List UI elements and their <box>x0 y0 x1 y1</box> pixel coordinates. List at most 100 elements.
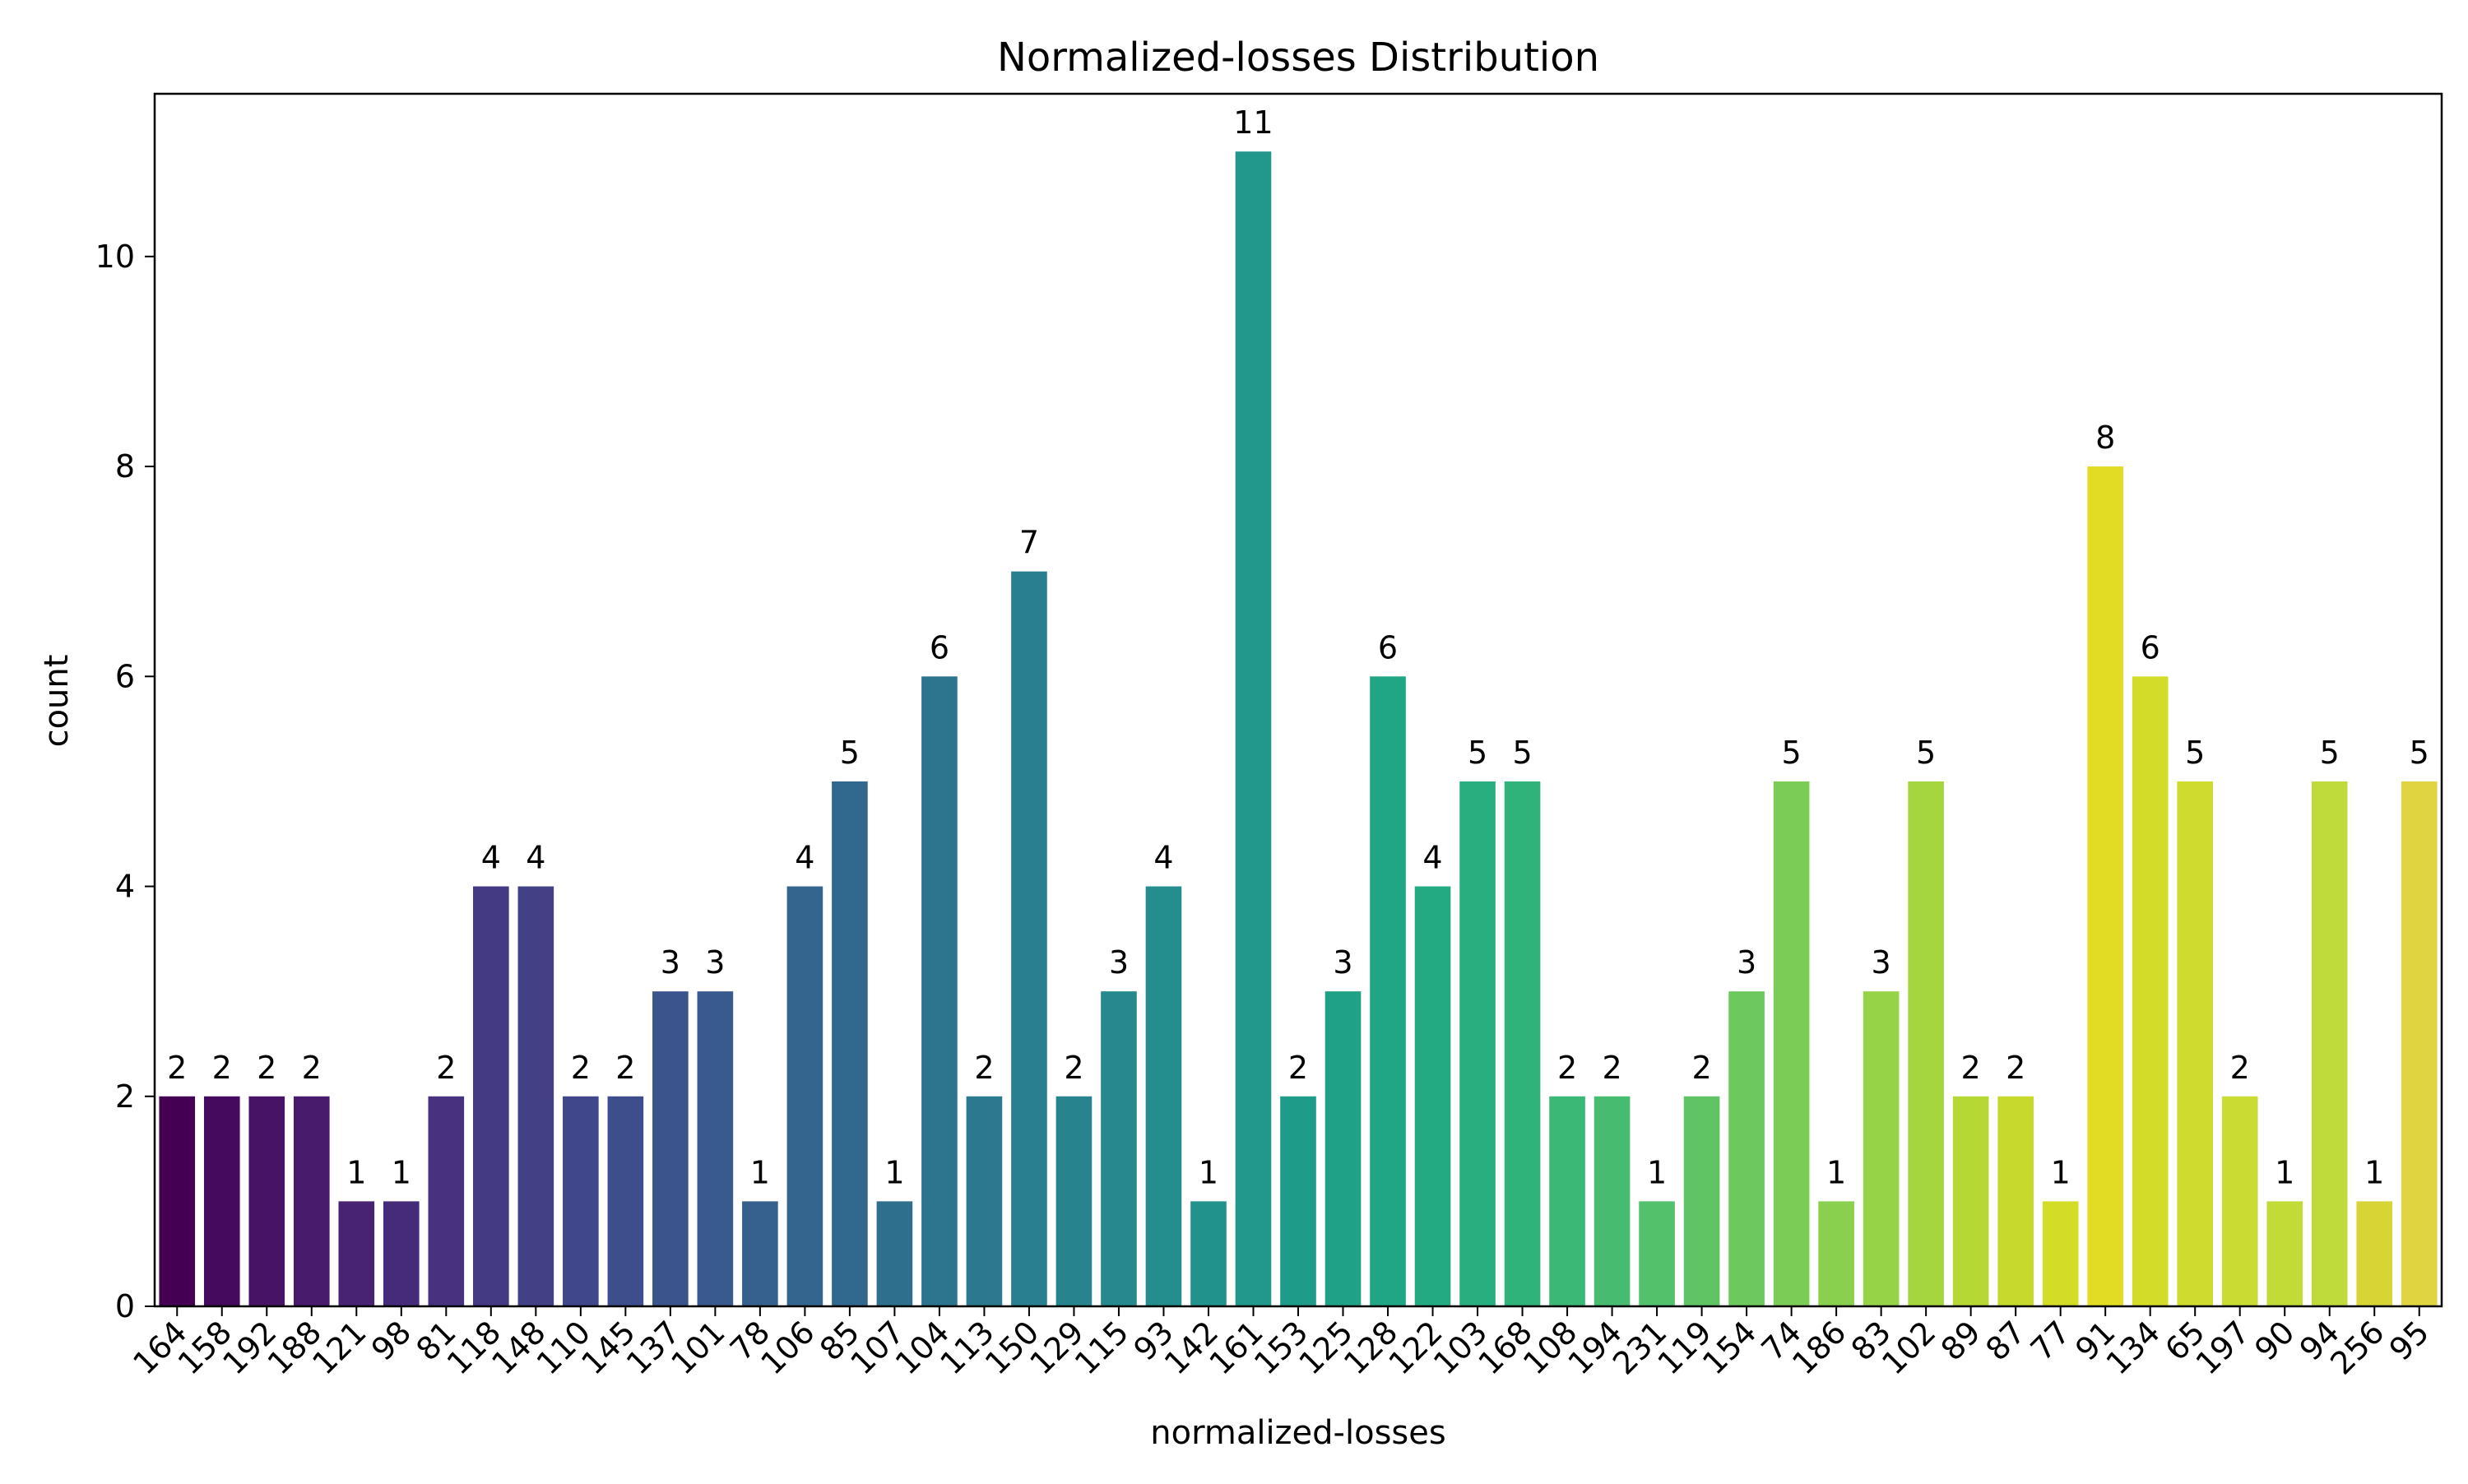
bar-78 <box>742 1201 778 1306</box>
bar-value-label-192: 2 <box>257 1050 276 1086</box>
bar-value-label-103: 5 <box>1468 735 1487 771</box>
bar-value-label-145: 2 <box>615 1050 635 1086</box>
y-tick-label-6: 6 <box>115 658 135 694</box>
bar-value-label-148: 4 <box>526 840 545 876</box>
bar-77 <box>2042 1201 2079 1306</box>
bar-74 <box>1773 781 1810 1306</box>
bar-137 <box>652 991 689 1306</box>
bar-91 <box>2087 466 2123 1306</box>
bar-value-label-89: 2 <box>1961 1050 1981 1086</box>
bar-value-label-74: 5 <box>1782 735 1802 771</box>
bar-168 <box>1504 781 1541 1306</box>
bar-83 <box>1863 991 1900 1306</box>
bar-value-label-168: 5 <box>1512 735 1532 771</box>
bar-93 <box>1145 886 1182 1306</box>
bar-value-label-188: 2 <box>302 1050 322 1086</box>
bar-value-label-129: 2 <box>1064 1050 1083 1086</box>
bar-122 <box>1414 886 1451 1306</box>
bar-95 <box>2401 781 2438 1306</box>
bar-113 <box>966 1096 1003 1306</box>
bar-value-label-118: 4 <box>481 840 501 876</box>
bar-158 <box>203 1096 240 1306</box>
bar-value-label-91: 8 <box>2095 420 2115 456</box>
bar-104 <box>921 676 958 1306</box>
bar-65 <box>2177 781 2213 1306</box>
bar-value-label-94: 5 <box>2320 735 2340 771</box>
bar-134 <box>2132 676 2169 1306</box>
y-axis: 0 2 4 6 8 10 <box>95 239 155 1324</box>
bar-value-label-107: 1 <box>884 1154 904 1190</box>
y-tick-label-2: 2 <box>115 1078 135 1115</box>
bar-value-label-142: 1 <box>1199 1154 1218 1190</box>
bar-98 <box>383 1201 420 1306</box>
bar-value-label-122: 4 <box>1422 840 1442 876</box>
y-tick-label-10: 10 <box>95 239 135 275</box>
bar-110 <box>563 1096 599 1306</box>
chart-title: Normalized-losses Distribution <box>997 35 1599 81</box>
bar-value-label-77: 1 <box>2051 1154 2071 1190</box>
bar-106 <box>786 886 823 1306</box>
bar-108 <box>1549 1096 1585 1306</box>
x-axis-label: normalized-losses <box>1150 1414 1445 1452</box>
bar-value-label-90: 1 <box>2275 1154 2294 1190</box>
bar-value-label-95: 5 <box>2410 735 2429 771</box>
bar-value-label-110: 2 <box>571 1050 591 1086</box>
bar-153 <box>1280 1096 1316 1306</box>
bar-value-label-93: 4 <box>1153 840 1173 876</box>
bar-197 <box>2221 1096 2258 1306</box>
bars-layer <box>159 151 2438 1307</box>
bar-103 <box>1459 781 1496 1306</box>
bar-value-label-154: 3 <box>1737 944 1756 981</box>
bar-value-label-158: 2 <box>212 1050 232 1086</box>
bar-value-label-231: 1 <box>1647 1154 1667 1190</box>
bar-value-label-134: 6 <box>2141 629 2160 665</box>
bar-value-label-87: 2 <box>2006 1050 2025 1086</box>
bar-194 <box>1594 1096 1631 1306</box>
bar-81 <box>428 1096 465 1306</box>
bar-119 <box>1683 1096 1720 1306</box>
bar-value-label-108: 2 <box>1557 1050 1577 1086</box>
bar-value-label-125: 3 <box>1333 944 1352 981</box>
bar-value-label-85: 5 <box>840 735 860 771</box>
bar-85 <box>832 781 868 1306</box>
plot-frame <box>153 92 2443 1308</box>
bar-value-label-65: 5 <box>2185 735 2205 771</box>
bar-256 <box>2356 1201 2393 1306</box>
bar-value-label-119: 2 <box>1691 1050 1711 1086</box>
y-tick-label-0: 0 <box>115 1288 135 1324</box>
bar-154 <box>1728 991 1765 1306</box>
bar-value-label-161: 11 <box>1233 104 1273 141</box>
bar-128 <box>1370 676 1406 1306</box>
bar-value-label-150: 7 <box>1019 525 1039 561</box>
bar-value-label-104: 6 <box>930 629 949 665</box>
bar-101 <box>697 991 734 1306</box>
bar-89 <box>1952 1096 1989 1306</box>
bar-value-label-102: 5 <box>1916 735 1936 771</box>
bar-value-label-164: 2 <box>167 1050 187 1086</box>
bar-231 <box>1639 1201 1675 1306</box>
bar-188 <box>293 1096 330 1306</box>
bar-value-label-113: 2 <box>974 1050 994 1086</box>
bar-125 <box>1324 991 1362 1306</box>
bar-129 <box>1055 1096 1093 1306</box>
bar-164 <box>159 1096 196 1306</box>
bar-value-label-83: 3 <box>1872 944 1891 981</box>
bar-value-label-186: 1 <box>1826 1154 1846 1190</box>
bar-142 <box>1190 1201 1227 1306</box>
bar-value-label-98: 1 <box>392 1154 411 1190</box>
bar-150 <box>1011 571 1047 1306</box>
bar-value-label-106: 4 <box>795 840 814 876</box>
bar-192 <box>248 1096 285 1306</box>
y-axis-label: count <box>38 655 76 748</box>
bar-148 <box>517 886 554 1306</box>
bar-value-label-115: 3 <box>1109 944 1129 981</box>
bar-value-label-256: 1 <box>2364 1154 2384 1190</box>
bar-value-label-197: 2 <box>2230 1050 2250 1086</box>
bar-115 <box>1101 991 1137 1306</box>
bar-value-label-194: 2 <box>1602 1050 1621 1086</box>
bar-value-label-101: 3 <box>705 944 725 981</box>
y-tick-label-8: 8 <box>115 448 135 485</box>
